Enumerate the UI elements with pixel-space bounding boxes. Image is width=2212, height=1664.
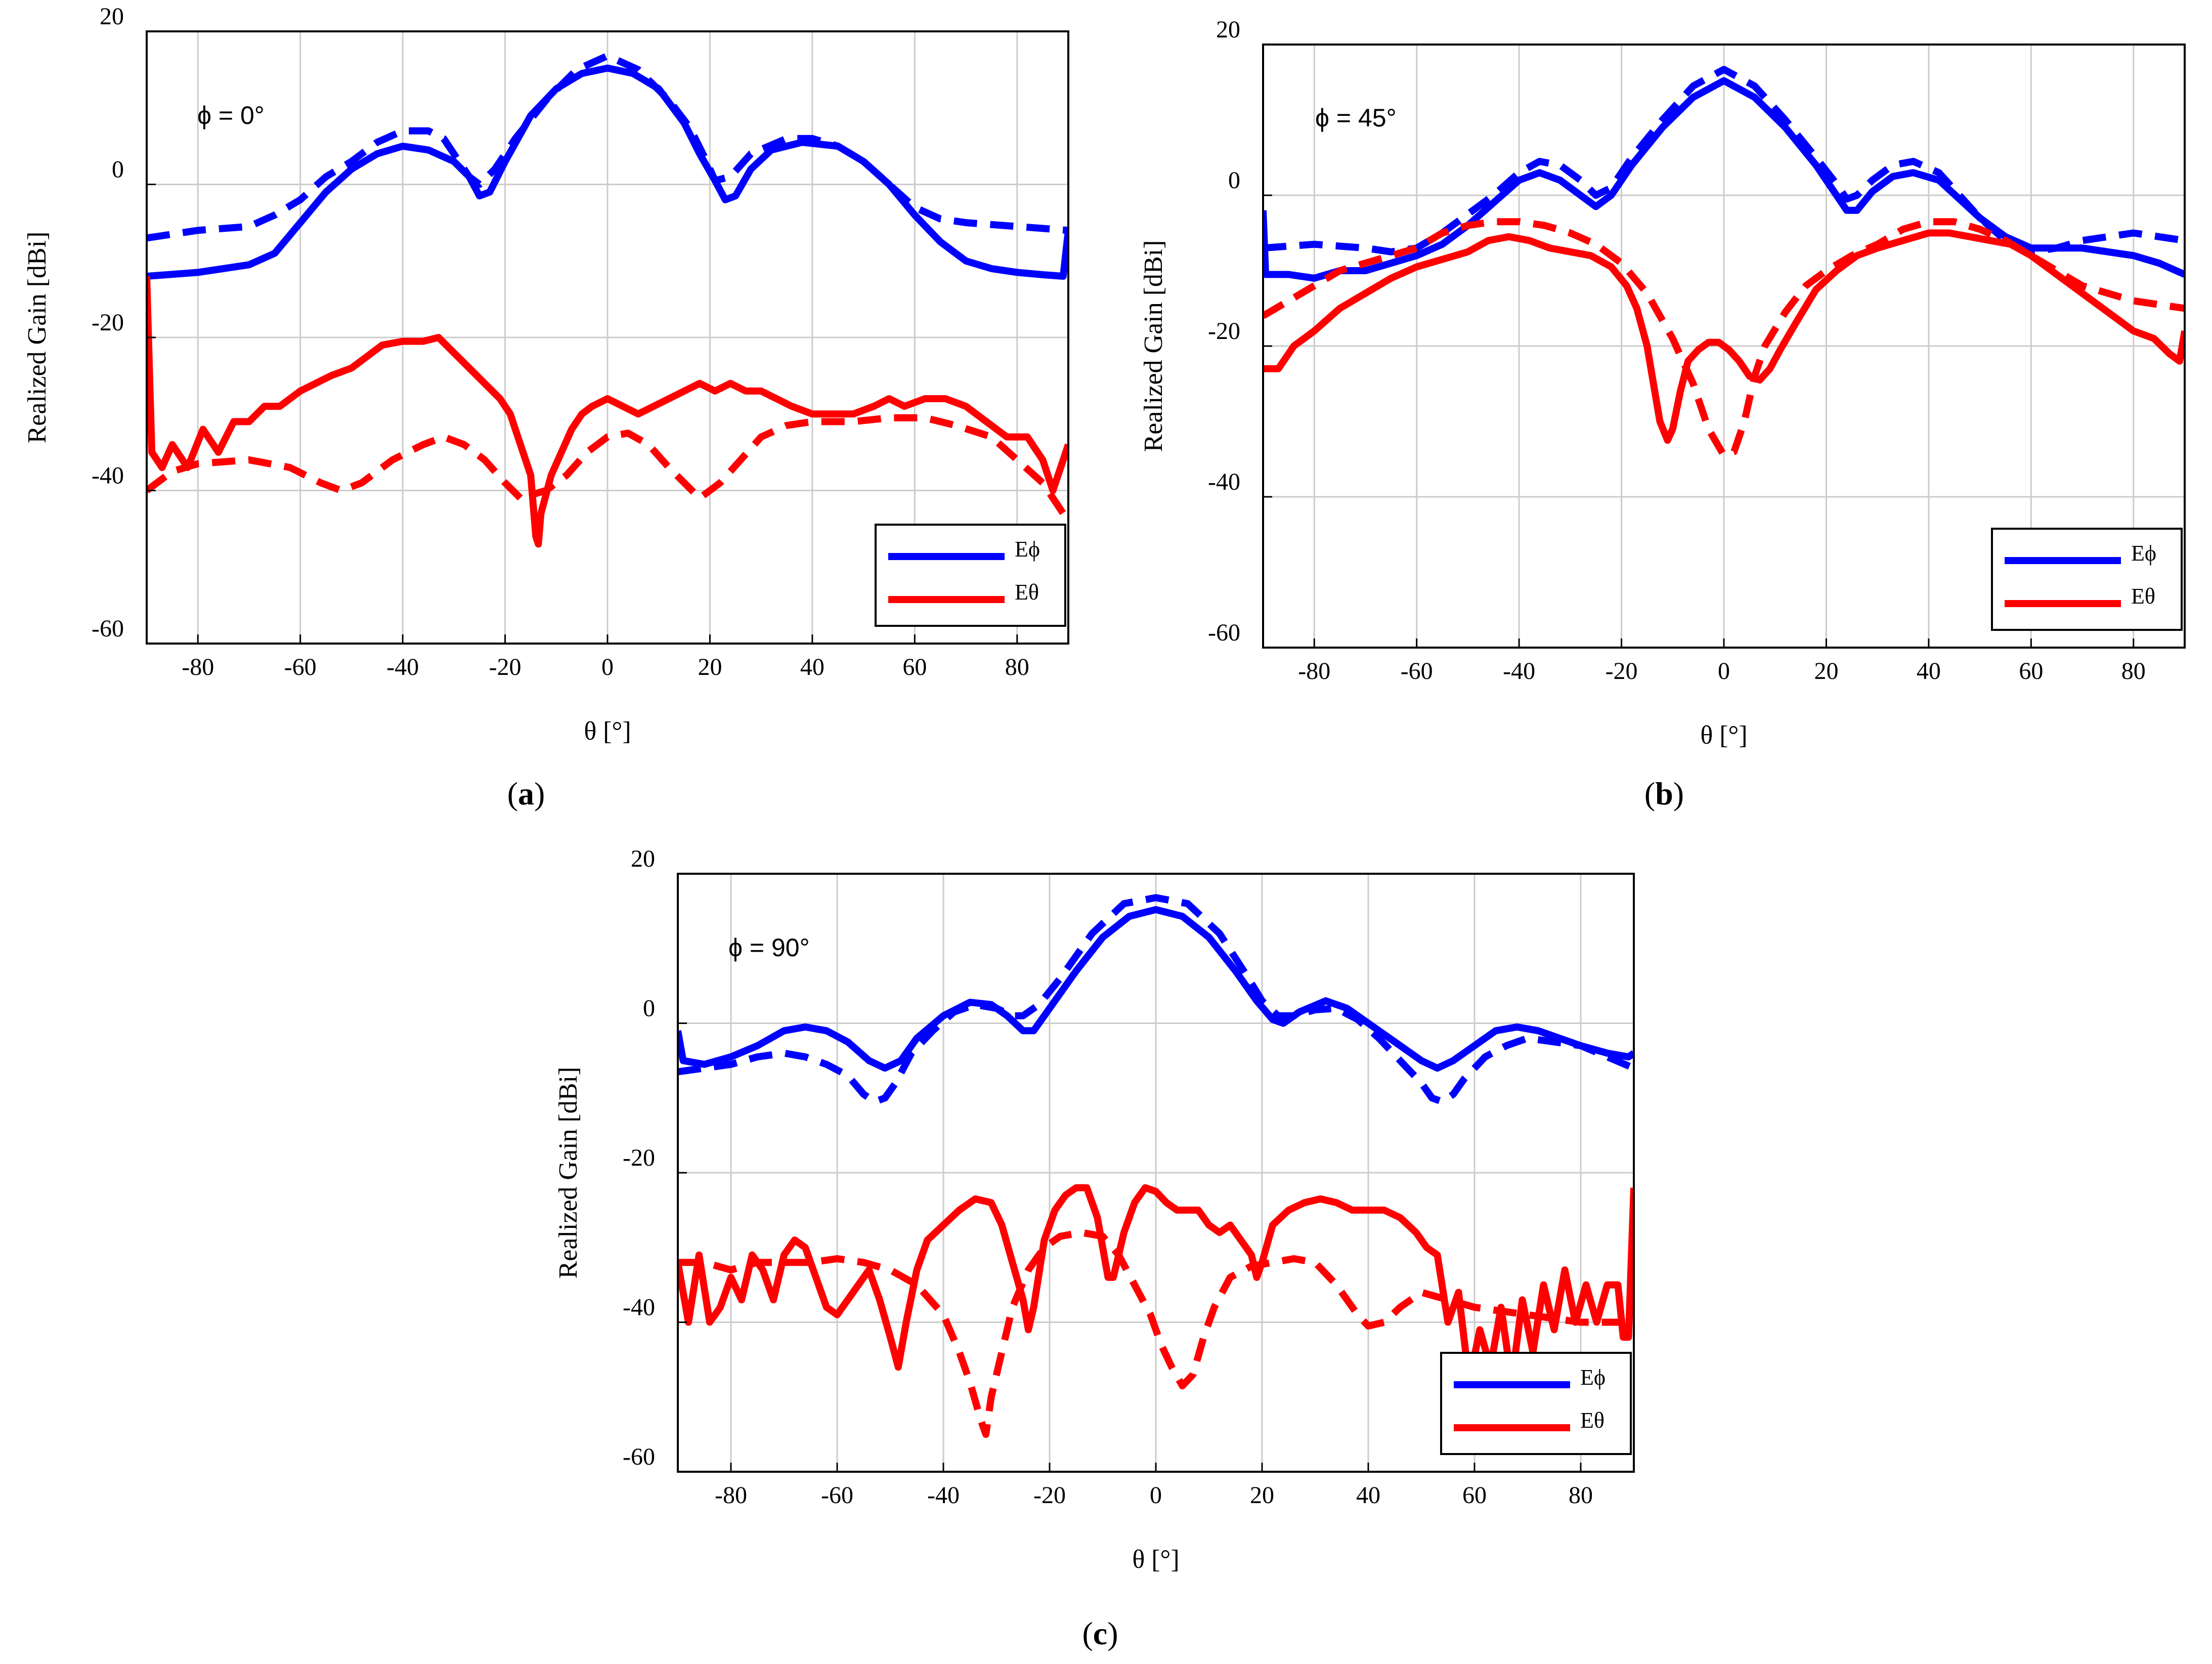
- y-tick-label: 20: [631, 845, 655, 872]
- panel-label: (a): [507, 776, 545, 812]
- legend-label-e-phi: Eϕ: [1015, 537, 1040, 562]
- legend: Eϕ Eθ: [1991, 528, 2183, 631]
- y-tick-label: -60: [92, 615, 124, 642]
- y-tick-label: -60: [623, 1443, 655, 1470]
- x-tick-label: 80: [1005, 654, 1029, 680]
- x-tick-label: 40: [1356, 1482, 1380, 1509]
- x-tick-label: -80: [182, 654, 214, 680]
- panel-label-open: (: [507, 776, 518, 812]
- x-tick-label: -60: [1401, 658, 1433, 685]
- x-tick-label: -20: [1033, 1482, 1066, 1509]
- legend-box: [1440, 1352, 1632, 1455]
- e-phi-solid-line: [1263, 77, 2185, 282]
- x-tick-label: 20: [698, 654, 722, 680]
- y-tick-label: -40: [623, 1294, 655, 1321]
- phi-annotation: ϕ = 90°: [728, 933, 810, 962]
- x-axis-label: θ [°]: [1132, 1545, 1179, 1574]
- legend: Eϕ Eθ: [1440, 1352, 1632, 1455]
- legend-label-e-theta: Eθ: [1015, 580, 1039, 605]
- x-axis-label: θ [°]: [584, 717, 631, 746]
- x-tick-label: 80: [1569, 1482, 1593, 1509]
- x-tick-label: 60: [902, 654, 927, 680]
- panel-label-close: ): [1107, 1615, 1118, 1651]
- x-tick-label: 40: [1917, 658, 1941, 685]
- legend-label-e-theta: Eθ: [2131, 584, 2155, 609]
- y-tick-label: -20: [1208, 318, 1240, 345]
- y-tick-label: 0: [1228, 167, 1240, 194]
- y-axis-label: Realized Gain [dBi]: [23, 232, 52, 444]
- panel-label-close: ): [1673, 776, 1684, 812]
- x-tick-label: -80: [1298, 658, 1330, 685]
- x-tick-label: -60: [821, 1482, 853, 1509]
- chart-panel-c: -80 -60 -40 -20 0 20 40 60 80 -60 -40 -20 0 20 θ [°] Re…: [554, 845, 1635, 1651]
- y-tick-label: 0: [112, 156, 124, 183]
- e-theta-dashed-line: [678, 1229, 1634, 1438]
- x-tick-label: 20: [1250, 1482, 1274, 1509]
- y-tick-label: -40: [1208, 468, 1240, 495]
- e-theta-dashed-line: [1263, 218, 2185, 459]
- e-theta-solid-line: [1263, 229, 2185, 444]
- x-tick-label: 0: [1718, 658, 1730, 685]
- y-tick-label: -60: [1208, 619, 1240, 646]
- x-tick-label: -20: [489, 654, 522, 680]
- y-tick-label: -20: [92, 309, 124, 336]
- legend-box: [1991, 528, 2183, 631]
- legend-box: [875, 524, 1066, 627]
- y-tick-label: -20: [623, 1144, 655, 1171]
- legend-label-e-phi: Eϕ: [1580, 1365, 1606, 1390]
- y-axis-label: Realized Gain [dBi]: [554, 1067, 583, 1279]
- phi-annotation: ϕ = 45°: [1315, 104, 1397, 132]
- legend: Eϕ Eθ: [875, 524, 1066, 627]
- chart-panel-b: -80 -60 -40 -20 0 20 40 60 80 -60 -40 -20 0 20 θ [°] Re…: [1139, 16, 2186, 812]
- x-tick-label: -40: [927, 1482, 960, 1509]
- x-axis-label: θ [°]: [1700, 721, 1747, 750]
- y-tick-label: 20: [1216, 16, 1240, 43]
- x-tick-label: -60: [284, 654, 317, 680]
- y-tick-label: 0: [643, 995, 655, 1022]
- x-tick-label: 20: [1814, 658, 1838, 685]
- panel-label-close: ): [534, 776, 545, 812]
- chart-panel-a: -80 -60 -40 -20 0 20 40 60 80 -60 -40 -20 0 20 θ [°] Re…: [23, 3, 1069, 812]
- e-phi-solid-line: [147, 64, 1068, 280]
- y-tick-label: 20: [100, 3, 124, 30]
- x-tick-label: -40: [386, 654, 419, 680]
- x-tick-label: 0: [1150, 1482, 1162, 1509]
- x-tick-label: 0: [601, 654, 614, 680]
- y-axis-label: Realized Gain [dBi]: [1139, 240, 1168, 452]
- e-theta-dashed-line: [147, 414, 1068, 523]
- x-tick-label: -80: [715, 1482, 747, 1509]
- panel-label: (b): [1644, 776, 1684, 812]
- legend-label-e-phi: Eϕ: [2131, 541, 2156, 566]
- e-phi-solid-line: [678, 906, 1634, 1072]
- panel-label-open: (: [1082, 1615, 1093, 1651]
- panel-label-letter: b: [1655, 776, 1673, 812]
- y-tick-label: -40: [92, 462, 124, 489]
- x-tick-label: -40: [1503, 658, 1535, 685]
- e-theta-solid-line: [678, 1184, 1634, 1386]
- x-tick-label: 40: [800, 654, 825, 680]
- panel-label-letter: c: [1093, 1615, 1107, 1651]
- e-phi-dashed-line: [678, 894, 1634, 1105]
- e-phi-dashed-line: [147, 52, 1068, 242]
- phi-annotation: ϕ = 0°: [197, 101, 265, 130]
- panel-label: (c): [1082, 1615, 1118, 1651]
- x-tick-label: 80: [2121, 658, 2146, 685]
- x-tick-label: 60: [2019, 658, 2043, 685]
- panel-label-letter: a: [518, 776, 534, 812]
- e-theta-solid-line: [147, 276, 1068, 548]
- x-tick-label: 60: [1462, 1482, 1487, 1509]
- panel-label-open: (: [1644, 776, 1655, 812]
- x-tick-label: -20: [1606, 658, 1638, 685]
- legend-label-e-theta: Eθ: [1580, 1408, 1604, 1433]
